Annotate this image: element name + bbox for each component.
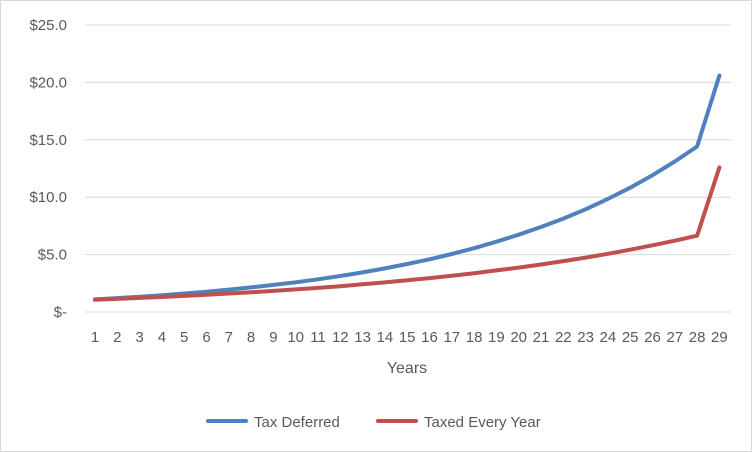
x-tick-label: 10 (287, 329, 304, 346)
x-tick-label: 11 (310, 329, 326, 346)
gridlines (85, 24, 731, 313)
x-tick-label: 13 (354, 329, 371, 346)
y-tick-label: $- (54, 304, 67, 321)
x-tick-label: 1 (91, 329, 99, 346)
x-axis-ticks: 1 2 3 4 5 6 7 8 9 10 11 12 13 14 15 16 17 18 19 20 21 22 23 24 2… (91, 329, 728, 346)
x-tick-label: 23 (577, 329, 594, 346)
x-tick-label: 7 (225, 329, 233, 346)
x-tick-label: 8 (247, 329, 255, 346)
y-axis-ticks: $- $5.0 $10.0 $15.0 $20.0 $25.0 (29, 17, 67, 321)
x-tick-label: 22 (555, 329, 572, 346)
legend-label: Taxed Every Year (424, 414, 541, 431)
y-tick-label: $25.0 (29, 17, 67, 34)
x-tick-label: 16 (421, 329, 438, 346)
x-tick-label: 15 (399, 329, 416, 346)
x-tick-label: 3 (135, 329, 143, 346)
x-tick-label: 25 (622, 329, 639, 346)
x-tick-label: 5 (180, 329, 188, 346)
x-tick-label: 4 (158, 329, 166, 346)
x-tick-label: 2 (113, 329, 121, 346)
x-tick-label: 20 (510, 329, 527, 346)
legend-label: Tax Deferred (254, 414, 340, 431)
x-tick-label: 9 (269, 329, 277, 346)
y-tick-label: $15.0 (29, 132, 67, 149)
x-tick-label: 19 (488, 329, 505, 346)
legend-item: Tax Deferred (206, 414, 340, 431)
x-tick-label: 6 (202, 329, 210, 346)
series-line-tax-deferred (93, 73, 722, 302)
x-tick-label: 29 (711, 329, 728, 346)
x-tick-label: 26 (644, 329, 661, 346)
x-tick-label: 14 (377, 329, 394, 346)
y-tick-label: $5.0 (38, 247, 67, 264)
y-tick-label: $10.0 (29, 189, 67, 206)
x-tick-label: 28 (689, 329, 706, 346)
x-tick-label: 21 (533, 329, 550, 346)
legend: Tax Deferred Taxed Every Year (206, 414, 541, 431)
y-tick-label: $20.0 (29, 74, 67, 91)
x-tick-label: 24 (600, 329, 617, 346)
series-lines (93, 73, 722, 302)
x-tick-label: 27 (666, 329, 683, 346)
x-tick-label: 17 (443, 329, 460, 346)
legend-item: Taxed Every Year (376, 414, 541, 431)
x-tick-label: 18 (466, 329, 483, 346)
x-axis-title: Years (387, 360, 427, 377)
series-line-taxed-every-year (93, 165, 722, 302)
x-tick-label: 12 (332, 329, 349, 346)
